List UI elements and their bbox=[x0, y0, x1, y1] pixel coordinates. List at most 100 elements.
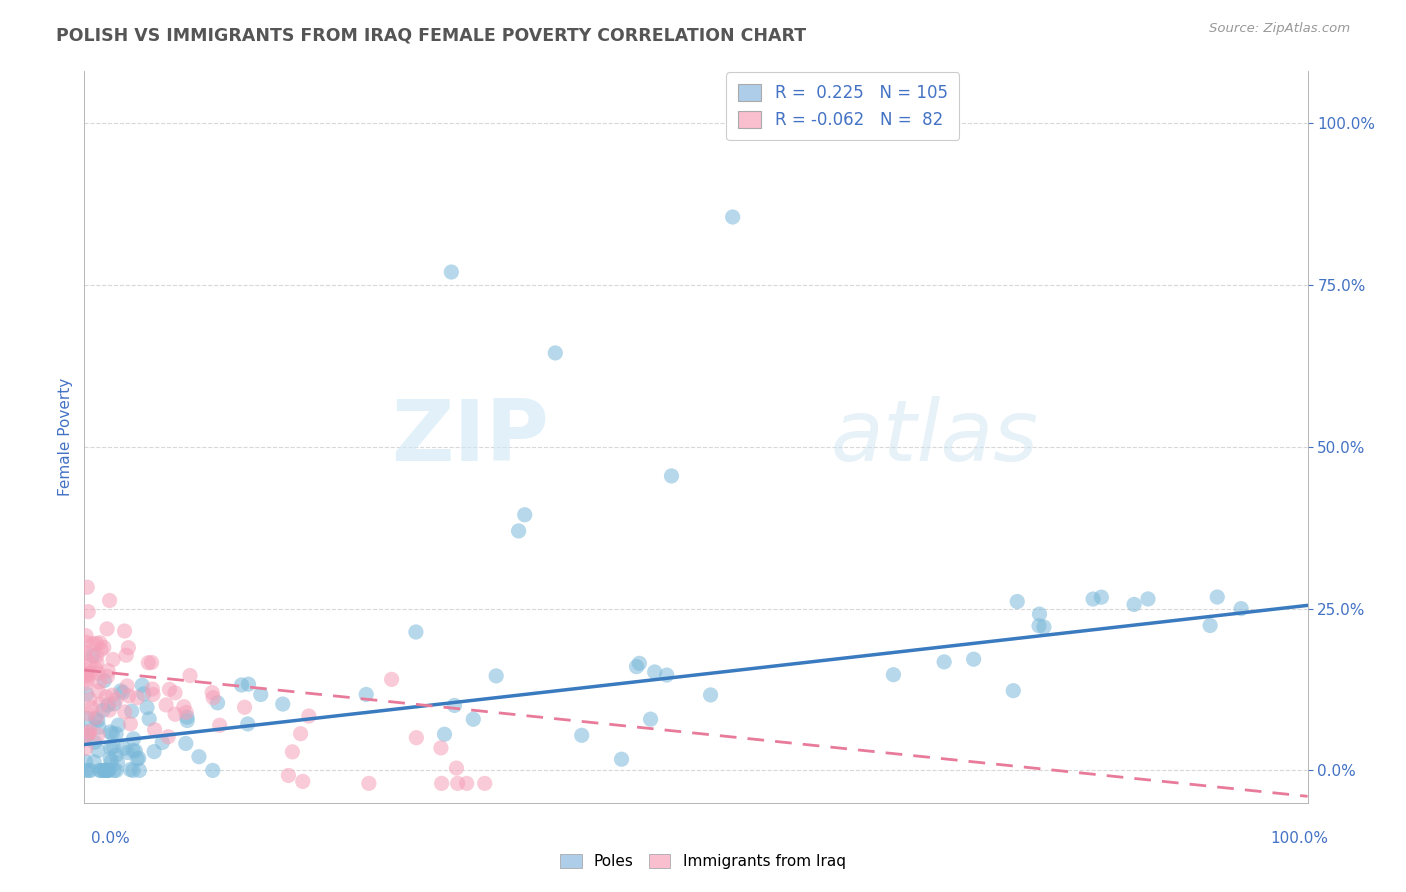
Point bbox=[136, 656, 159, 670]
Point bbox=[79, 666, 101, 681]
Point bbox=[110, 684, 132, 698]
Point bbox=[202, 690, 225, 705]
Legend: Poles, Immigrants from Iraq: Poles, Immigrants from Iraq bbox=[554, 847, 852, 875]
Point bbox=[122, 743, 145, 757]
Point bbox=[136, 700, 159, 714]
Point bbox=[699, 688, 721, 702]
Point bbox=[89, 675, 111, 690]
Point bbox=[446, 761, 468, 775]
Point bbox=[124, 744, 146, 758]
Point bbox=[96, 764, 118, 778]
Point bbox=[463, 712, 485, 726]
Point bbox=[82, 637, 104, 651]
Point bbox=[75, 664, 97, 678]
Point bbox=[121, 704, 143, 718]
Point bbox=[89, 764, 111, 778]
Point bbox=[94, 690, 117, 704]
Point bbox=[98, 764, 121, 778]
Point bbox=[93, 673, 115, 688]
Point bbox=[626, 659, 648, 673]
Point bbox=[433, 727, 456, 741]
Point bbox=[281, 745, 304, 759]
Point bbox=[75, 741, 97, 756]
Point bbox=[87, 720, 110, 734]
Point bbox=[76, 725, 98, 739]
Point bbox=[103, 740, 125, 755]
Point bbox=[111, 685, 134, 699]
Point bbox=[174, 736, 197, 750]
Point bbox=[271, 697, 294, 711]
Point bbox=[249, 688, 271, 702]
Point bbox=[201, 764, 224, 778]
Point bbox=[79, 724, 101, 739]
Point bbox=[90, 643, 112, 657]
Point bbox=[86, 710, 108, 724]
Text: ZIP: ZIP bbox=[391, 395, 550, 479]
Point bbox=[114, 624, 136, 638]
Point bbox=[277, 768, 299, 782]
Text: atlas: atlas bbox=[831, 395, 1039, 479]
Point bbox=[97, 664, 120, 678]
Point bbox=[98, 593, 121, 607]
Point bbox=[157, 730, 180, 744]
Point bbox=[77, 605, 100, 619]
Point bbox=[80, 701, 103, 715]
Point bbox=[721, 210, 744, 224]
Point bbox=[114, 705, 136, 719]
Point bbox=[77, 706, 100, 721]
Point bbox=[446, 776, 468, 790]
Point bbox=[661, 469, 683, 483]
Point bbox=[98, 725, 121, 739]
Point bbox=[1230, 601, 1253, 615]
Point bbox=[112, 741, 135, 756]
Point bbox=[100, 741, 122, 756]
Point bbox=[456, 776, 478, 790]
Point bbox=[201, 685, 224, 699]
Point bbox=[83, 735, 105, 749]
Point bbox=[1206, 590, 1229, 604]
Text: Source: ZipAtlas.com: Source: ZipAtlas.com bbox=[1209, 22, 1350, 36]
Point bbox=[75, 629, 97, 643]
Point bbox=[934, 655, 956, 669]
Point bbox=[84, 712, 107, 726]
Point bbox=[79, 764, 101, 778]
Point bbox=[231, 678, 253, 692]
Point bbox=[76, 673, 98, 687]
Point bbox=[89, 764, 111, 778]
Text: 100.0%: 100.0% bbox=[1271, 831, 1329, 846]
Point bbox=[115, 679, 138, 693]
Point bbox=[628, 657, 651, 671]
Point bbox=[405, 731, 427, 745]
Point bbox=[104, 692, 127, 706]
Point bbox=[354, 687, 377, 701]
Point bbox=[83, 755, 105, 769]
Text: POLISH VS IMMIGRANTS FROM IRAQ FEMALE POVERTY CORRELATION CHART: POLISH VS IMMIGRANTS FROM IRAQ FEMALE PO… bbox=[56, 27, 807, 45]
Point bbox=[176, 714, 198, 728]
Point bbox=[89, 698, 111, 712]
Point bbox=[101, 652, 124, 666]
Point bbox=[120, 763, 142, 777]
Point bbox=[357, 776, 380, 790]
Point bbox=[128, 764, 150, 778]
Point bbox=[105, 764, 128, 778]
Point bbox=[86, 656, 108, 670]
Point bbox=[179, 668, 201, 682]
Point bbox=[82, 648, 104, 663]
Point bbox=[76, 580, 98, 594]
Y-axis label: Female Poverty: Female Poverty bbox=[58, 378, 73, 496]
Legend: R =  0.225   N = 105, R = -0.062   N =  82: R = 0.225 N = 105, R = -0.062 N = 82 bbox=[727, 72, 959, 140]
Point bbox=[163, 686, 186, 700]
Point bbox=[174, 706, 197, 720]
Point bbox=[76, 728, 98, 742]
Point bbox=[87, 666, 110, 681]
Point bbox=[107, 718, 129, 732]
Point bbox=[93, 764, 115, 778]
Point bbox=[1032, 620, 1054, 634]
Point bbox=[115, 648, 138, 663]
Point bbox=[159, 682, 181, 697]
Point bbox=[96, 669, 118, 683]
Point bbox=[1028, 619, 1050, 633]
Point bbox=[101, 688, 124, 702]
Point bbox=[513, 508, 536, 522]
Point bbox=[208, 718, 231, 732]
